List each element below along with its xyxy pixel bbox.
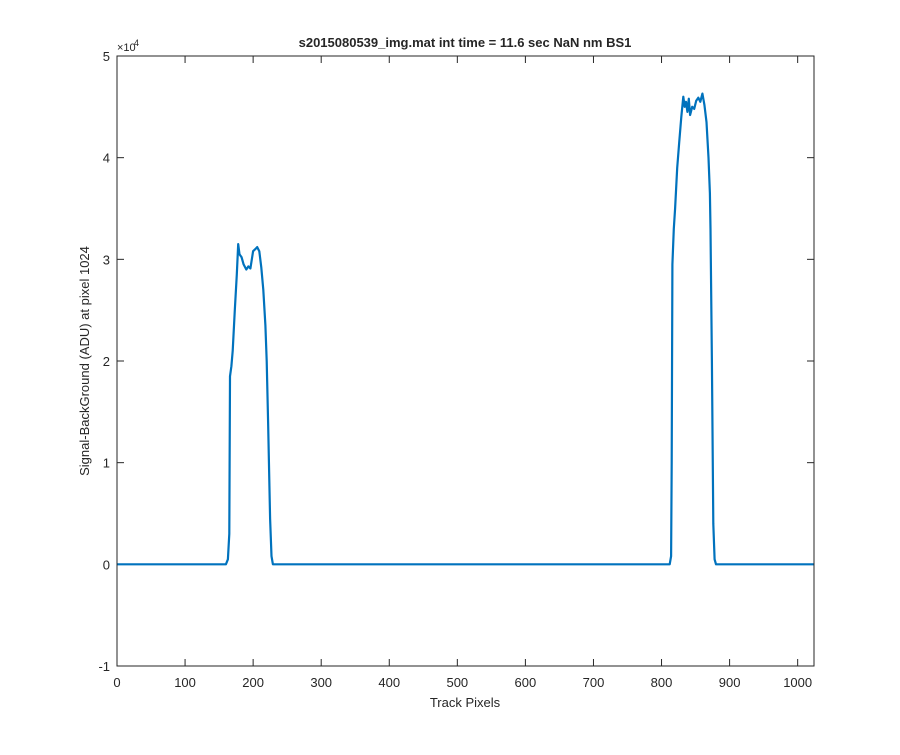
y-tick-label: 3 (103, 252, 110, 267)
x-tick-label: 300 (310, 675, 332, 690)
axes-box (116, 55, 815, 667)
x-tick-label: 200 (242, 675, 264, 690)
x-tick-label: 500 (446, 675, 468, 690)
y-tick-label: 0 (103, 557, 110, 572)
x-tick-label: 600 (515, 675, 537, 690)
y-axis-exponent-power: 4 (134, 38, 139, 48)
series-line (117, 92, 814, 566)
x-axis-label: Track Pixels (430, 695, 501, 710)
x-tick-label: 900 (719, 675, 741, 690)
x-tick-label: 700 (583, 675, 605, 690)
y-axis-exponent-base: ×10 (117, 42, 136, 54)
x-tick-label: 0 (113, 675, 120, 690)
x-tick-label: 100 (174, 675, 196, 690)
chart-title: s2015080539_img.mat int time = 11.6 sec … (299, 35, 632, 50)
data-layer (117, 92, 814, 566)
x-tick-label: 800 (651, 675, 673, 690)
x-tick-label: 400 (378, 675, 400, 690)
x-tick-label: 1000 (783, 675, 812, 690)
y-axis-label: Signal-BackGround (ADU) at pixel 1024 (77, 246, 92, 476)
y-tick-label: 4 (103, 151, 110, 166)
plot-area (117, 56, 814, 666)
y-tick-label: 1 (103, 456, 110, 471)
y-tick-label: 5 (103, 49, 110, 64)
y-tick-label: 2 (103, 354, 110, 369)
y-tick-label: -1 (98, 659, 110, 674)
